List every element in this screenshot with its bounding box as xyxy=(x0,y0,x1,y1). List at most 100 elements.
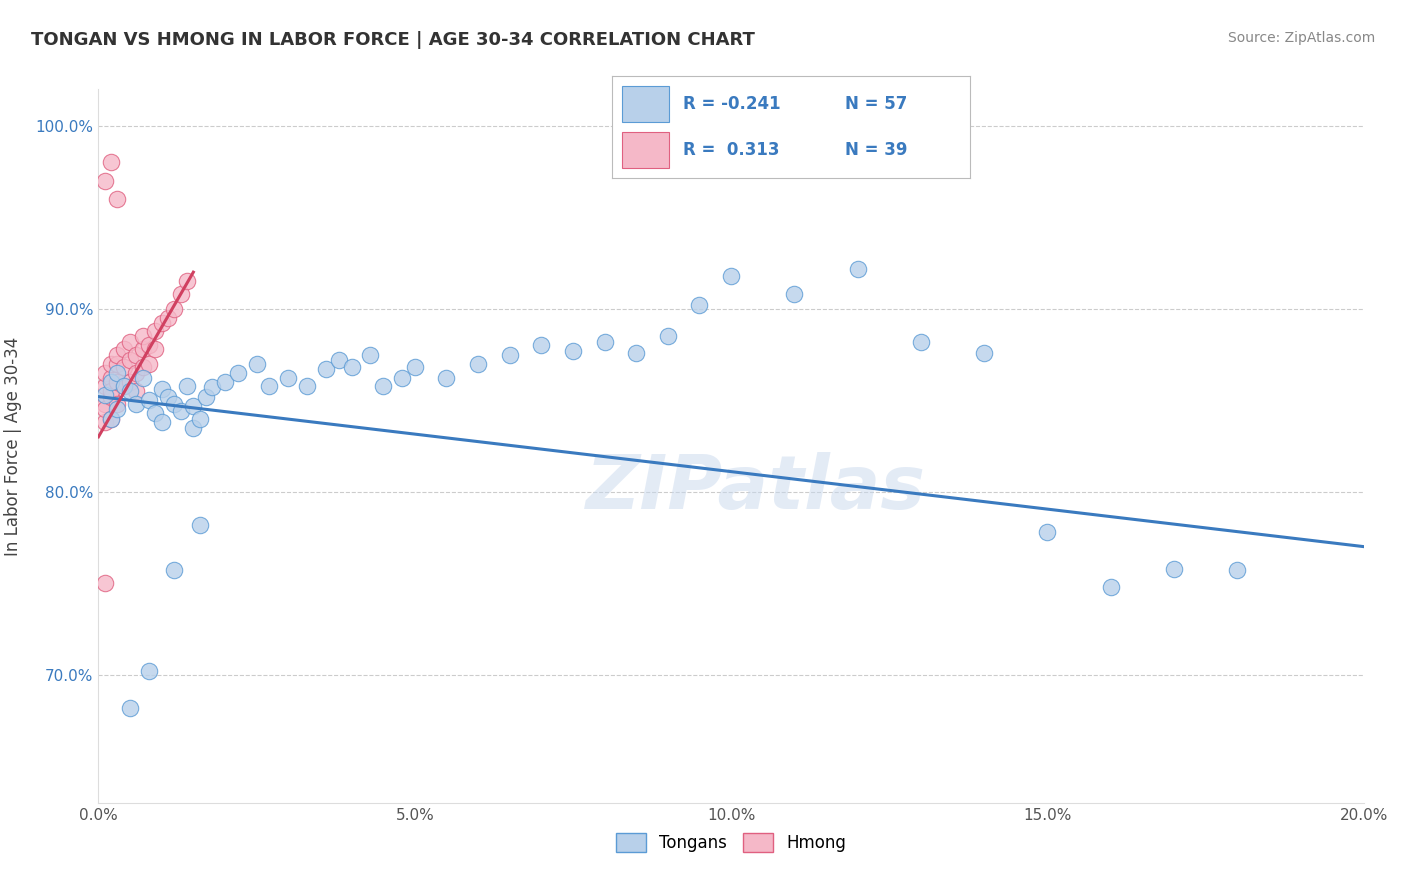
Point xyxy=(163,301,186,316)
Point xyxy=(120,700,141,714)
Point xyxy=(561,343,585,358)
Point xyxy=(112,342,135,356)
Point xyxy=(169,287,191,301)
Point xyxy=(100,390,122,404)
Point xyxy=(107,397,129,411)
Point xyxy=(188,517,211,532)
Point xyxy=(315,362,337,376)
Point xyxy=(157,310,180,325)
Point xyxy=(150,415,173,429)
Point xyxy=(93,397,117,411)
Point xyxy=(100,371,122,385)
Point xyxy=(183,399,205,413)
Point xyxy=(145,324,166,338)
Point xyxy=(657,329,679,343)
Point xyxy=(783,287,806,301)
Point xyxy=(93,402,117,417)
Point xyxy=(93,378,117,392)
Point xyxy=(359,347,381,361)
Point xyxy=(371,378,394,392)
Point xyxy=(277,371,299,385)
Point xyxy=(1226,563,1249,577)
Point xyxy=(120,375,141,389)
Point xyxy=(624,345,647,359)
Point xyxy=(100,155,122,169)
Point xyxy=(1163,561,1185,575)
Point xyxy=(107,357,129,371)
Point xyxy=(176,378,198,392)
Point xyxy=(259,378,281,392)
Point xyxy=(100,375,122,389)
Text: R = -0.241: R = -0.241 xyxy=(683,95,780,112)
Bar xyxy=(623,132,669,168)
Y-axis label: In Labor Force | Age 30-34: In Labor Force | Age 30-34 xyxy=(4,336,21,556)
Point xyxy=(150,317,173,331)
Point xyxy=(93,388,117,402)
Point xyxy=(120,334,141,349)
Point xyxy=(246,357,269,371)
Text: TONGAN VS HMONG IN LABOR FORCE | AGE 30-34 CORRELATION CHART: TONGAN VS HMONG IN LABOR FORCE | AGE 30-… xyxy=(31,31,755,49)
Point xyxy=(112,378,135,392)
Point xyxy=(112,360,135,375)
Point xyxy=(93,366,117,380)
Bar xyxy=(623,87,669,122)
Point xyxy=(112,378,135,392)
Point xyxy=(138,393,160,408)
Point xyxy=(100,411,122,425)
Point xyxy=(973,345,995,359)
Point xyxy=(100,357,122,371)
Point xyxy=(125,366,148,380)
Point xyxy=(498,347,520,361)
Point xyxy=(107,192,129,206)
Point xyxy=(125,397,148,411)
Text: ZIPatlas: ZIPatlas xyxy=(586,452,927,525)
Point xyxy=(404,360,426,375)
Point xyxy=(467,357,489,371)
Point xyxy=(107,347,129,361)
Point xyxy=(391,371,413,385)
Point xyxy=(176,274,198,288)
Point xyxy=(132,360,155,375)
Point xyxy=(132,342,155,356)
Point xyxy=(107,402,129,417)
Point xyxy=(910,334,932,349)
Point xyxy=(125,347,148,361)
Legend: Tongans, Hmong: Tongans, Hmong xyxy=(609,826,853,859)
Point xyxy=(340,360,363,375)
Point xyxy=(145,406,166,420)
Point xyxy=(93,415,117,429)
Point xyxy=(328,353,350,368)
Point xyxy=(163,397,186,411)
Point xyxy=(169,404,191,418)
Point xyxy=(201,380,224,394)
Point xyxy=(132,329,155,343)
Point xyxy=(100,384,122,398)
Point xyxy=(720,268,742,283)
Point xyxy=(688,298,710,312)
Text: N = 39: N = 39 xyxy=(845,141,907,159)
Point xyxy=(150,382,173,396)
Point xyxy=(93,576,117,591)
Point xyxy=(125,384,148,398)
Point xyxy=(436,371,458,385)
Point xyxy=(530,338,553,352)
Point xyxy=(120,384,141,398)
Point xyxy=(100,411,122,425)
Point xyxy=(157,390,180,404)
Point xyxy=(846,261,869,276)
Point xyxy=(120,353,141,368)
Point xyxy=(214,375,236,389)
Point xyxy=(107,366,129,380)
Point xyxy=(138,338,160,352)
Text: N = 57: N = 57 xyxy=(845,95,907,112)
Point xyxy=(107,375,129,389)
Point xyxy=(183,420,205,434)
Point xyxy=(226,366,249,380)
Text: Source: ZipAtlas.com: Source: ZipAtlas.com xyxy=(1227,31,1375,45)
Point xyxy=(188,411,211,425)
Text: R =  0.313: R = 0.313 xyxy=(683,141,780,159)
Point xyxy=(138,664,160,678)
Point xyxy=(297,378,319,392)
Point xyxy=(1036,524,1059,539)
Point xyxy=(593,334,616,349)
